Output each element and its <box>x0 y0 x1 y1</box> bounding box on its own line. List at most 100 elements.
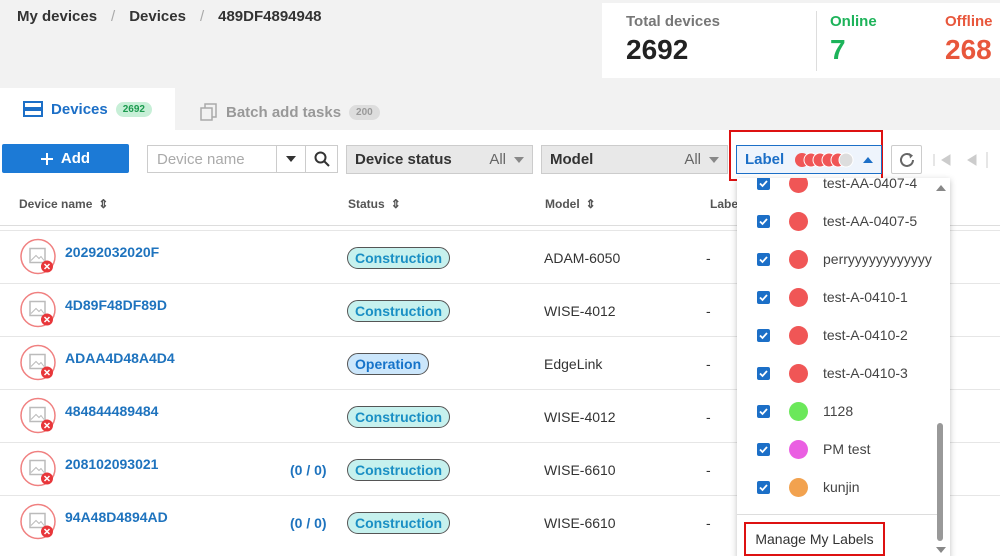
label-filter[interactable]: Label <box>736 145 882 174</box>
label-item[interactable]: kunjin <box>737 468 937 506</box>
label: - <box>706 249 711 266</box>
placeholder: Device name <box>157 150 245 168</box>
table-row[interactable]: 20292032020F Construction ADAM-6050 - <box>0 230 1000 284</box>
manage-labels[interactable]: Manage My Labels <box>744 522 885 556</box>
device-icon <box>20 238 56 274</box>
device-name[interactable]: 20292032020F <box>65 244 160 261</box>
device-icon-wrap <box>19 343 57 384</box>
dropdown-toggle[interactable] <box>276 145 306 173</box>
column-header[interactable]: Device name ⇕ <box>19 197 109 211</box>
label-item[interactable]: test-A-0410-1 <box>737 278 937 316</box>
check <box>759 445 768 453</box>
icon <box>863 156 873 163</box>
scroll-down[interactable] <box>936 547 946 553</box>
device-name[interactable]: 94A48D4894AD <box>65 509 168 526</box>
stat: Total devices 2692 <box>626 13 720 66</box>
label-name: 1128 <box>823 403 854 419</box>
table-row[interactable]: 484844489484 Construction WISE-4012 - <box>0 389 1000 443</box>
label-name: test-AA-0407-5 <box>823 213 918 229</box>
search-input[interactable]: Device name <box>147 145 277 173</box>
tab-active[interactable]: Devices 2692 <box>0 88 175 130</box>
check <box>759 255 768 263</box>
add-button[interactable]: Add <box>2 144 129 173</box>
checkbox[interactable] <box>757 442 770 456</box>
model: WISE-6610 <box>544 461 616 478</box>
label-item[interactable]: test-A-0410-3 <box>737 354 937 392</box>
label-item[interactable]: test-AA-0407-5 <box>737 202 937 240</box>
checkbox[interactable] <box>757 404 770 418</box>
header-label: Status <box>348 197 385 211</box>
breadcrumb-item: 489DF4894948 <box>218 8 322 25</box>
button-label: Add <box>60 150 91 167</box>
checkbox[interactable] <box>757 178 770 190</box>
label-item[interactable]: test-A-0410-2 <box>737 316 937 354</box>
checkbox[interactable] <box>757 290 770 304</box>
label-item[interactable]: PM test <box>737 430 937 468</box>
scrollbar-thumb[interactable] <box>937 423 943 541</box>
search-button[interactable] <box>305 145 338 173</box>
column-header[interactable]: Model ⇕ <box>545 197 596 211</box>
check <box>759 407 768 415</box>
filter[interactable]: Device status All <box>346 145 533 174</box>
device-name[interactable]: 484844489484 <box>65 403 159 420</box>
label-name: PM test <box>823 441 871 457</box>
device-name[interactable]: ADAA4D48A4D4 <box>65 350 175 367</box>
checkbox[interactable] <box>757 480 770 494</box>
label-item[interactable]: 1128 <box>737 392 937 430</box>
divider <box>737 514 937 515</box>
stat: Offline 268 <box>945 13 993 66</box>
breadcrumb-item[interactable]: My devices <box>17 8 98 25</box>
tab[interactable]: Batch add tasks 200 <box>200 91 380 133</box>
filter[interactable]: Model All <box>541 145 728 174</box>
color-dot <box>789 363 808 383</box>
model: WISE-4012 <box>544 302 616 319</box>
breadcrumb-item[interactable]: Devices <box>129 8 186 25</box>
model: WISE-6610 <box>544 514 616 531</box>
color-dot <box>789 211 808 231</box>
pager <box>933 152 1000 168</box>
column-header[interactable]: Label <box>710 197 741 211</box>
filter-label: Label <box>745 151 785 168</box>
label-name: test-A-0410-1 <box>823 289 908 305</box>
badge: 200 <box>349 104 380 120</box>
model: WISE-4012 <box>544 408 616 425</box>
label-item[interactable]: perryyyyyyyyyyyy <box>737 240 937 278</box>
status-badge: Operation <box>347 352 430 375</box>
breadcrumb: My devices / Devices / 489DF4894948 <box>17 8 322 25</box>
table-body: 20292032020F Construction ADAM-6050-4D89F4… <box>0 230 1000 556</box>
color-dot <box>789 249 808 269</box>
status-badge: Construction <box>347 405 451 428</box>
status-badge: Construction <box>347 246 451 269</box>
table-row[interactable]: 94A48D4894AD (0 / 0) Construction WISE-6610… <box>0 495 1000 549</box>
table-row[interactable]: 4D89F48DF89D Construction WISE-4012 - <box>0 283 1000 337</box>
label: - <box>706 461 711 478</box>
device-name[interactable]: 208102093021 <box>65 456 159 473</box>
counts: (0 / 0) <box>290 514 327 531</box>
label-item[interactable]: test-AA-0407-4 <box>737 178 937 202</box>
check <box>759 369 768 377</box>
color-dot <box>789 325 808 345</box>
device-icon <box>20 291 56 327</box>
check <box>759 293 768 301</box>
label: - <box>706 514 711 531</box>
label-dots <box>795 152 854 167</box>
checkbox[interactable] <box>757 366 770 380</box>
label-name: test-AA-0407-4 <box>823 178 918 191</box>
icon <box>514 156 524 163</box>
label: - <box>706 355 711 372</box>
refresh-button[interactable] <box>891 145 922 174</box>
scroll-up[interactable] <box>936 185 946 191</box>
color-dot <box>789 401 808 421</box>
separator: / <box>199 8 205 25</box>
header-label: Model <box>545 197 580 211</box>
device-name[interactable]: 4D89F48DF89D <box>65 297 167 314</box>
table-row[interactable]: ADAA4D48A4D4 Operation EdgeLink - <box>0 336 1000 390</box>
table-row[interactable]: 208102093021 (0 / 0) Construction WISE-6610… <box>0 442 1000 496</box>
status-badge: Construction <box>347 458 451 481</box>
checkbox[interactable] <box>757 328 770 342</box>
column-header[interactable]: Status ⇕ <box>348 197 401 211</box>
checkbox[interactable] <box>757 252 770 266</box>
status-badge: Construction <box>347 299 451 322</box>
color-dot <box>789 477 808 497</box>
checkbox[interactable] <box>757 214 770 228</box>
